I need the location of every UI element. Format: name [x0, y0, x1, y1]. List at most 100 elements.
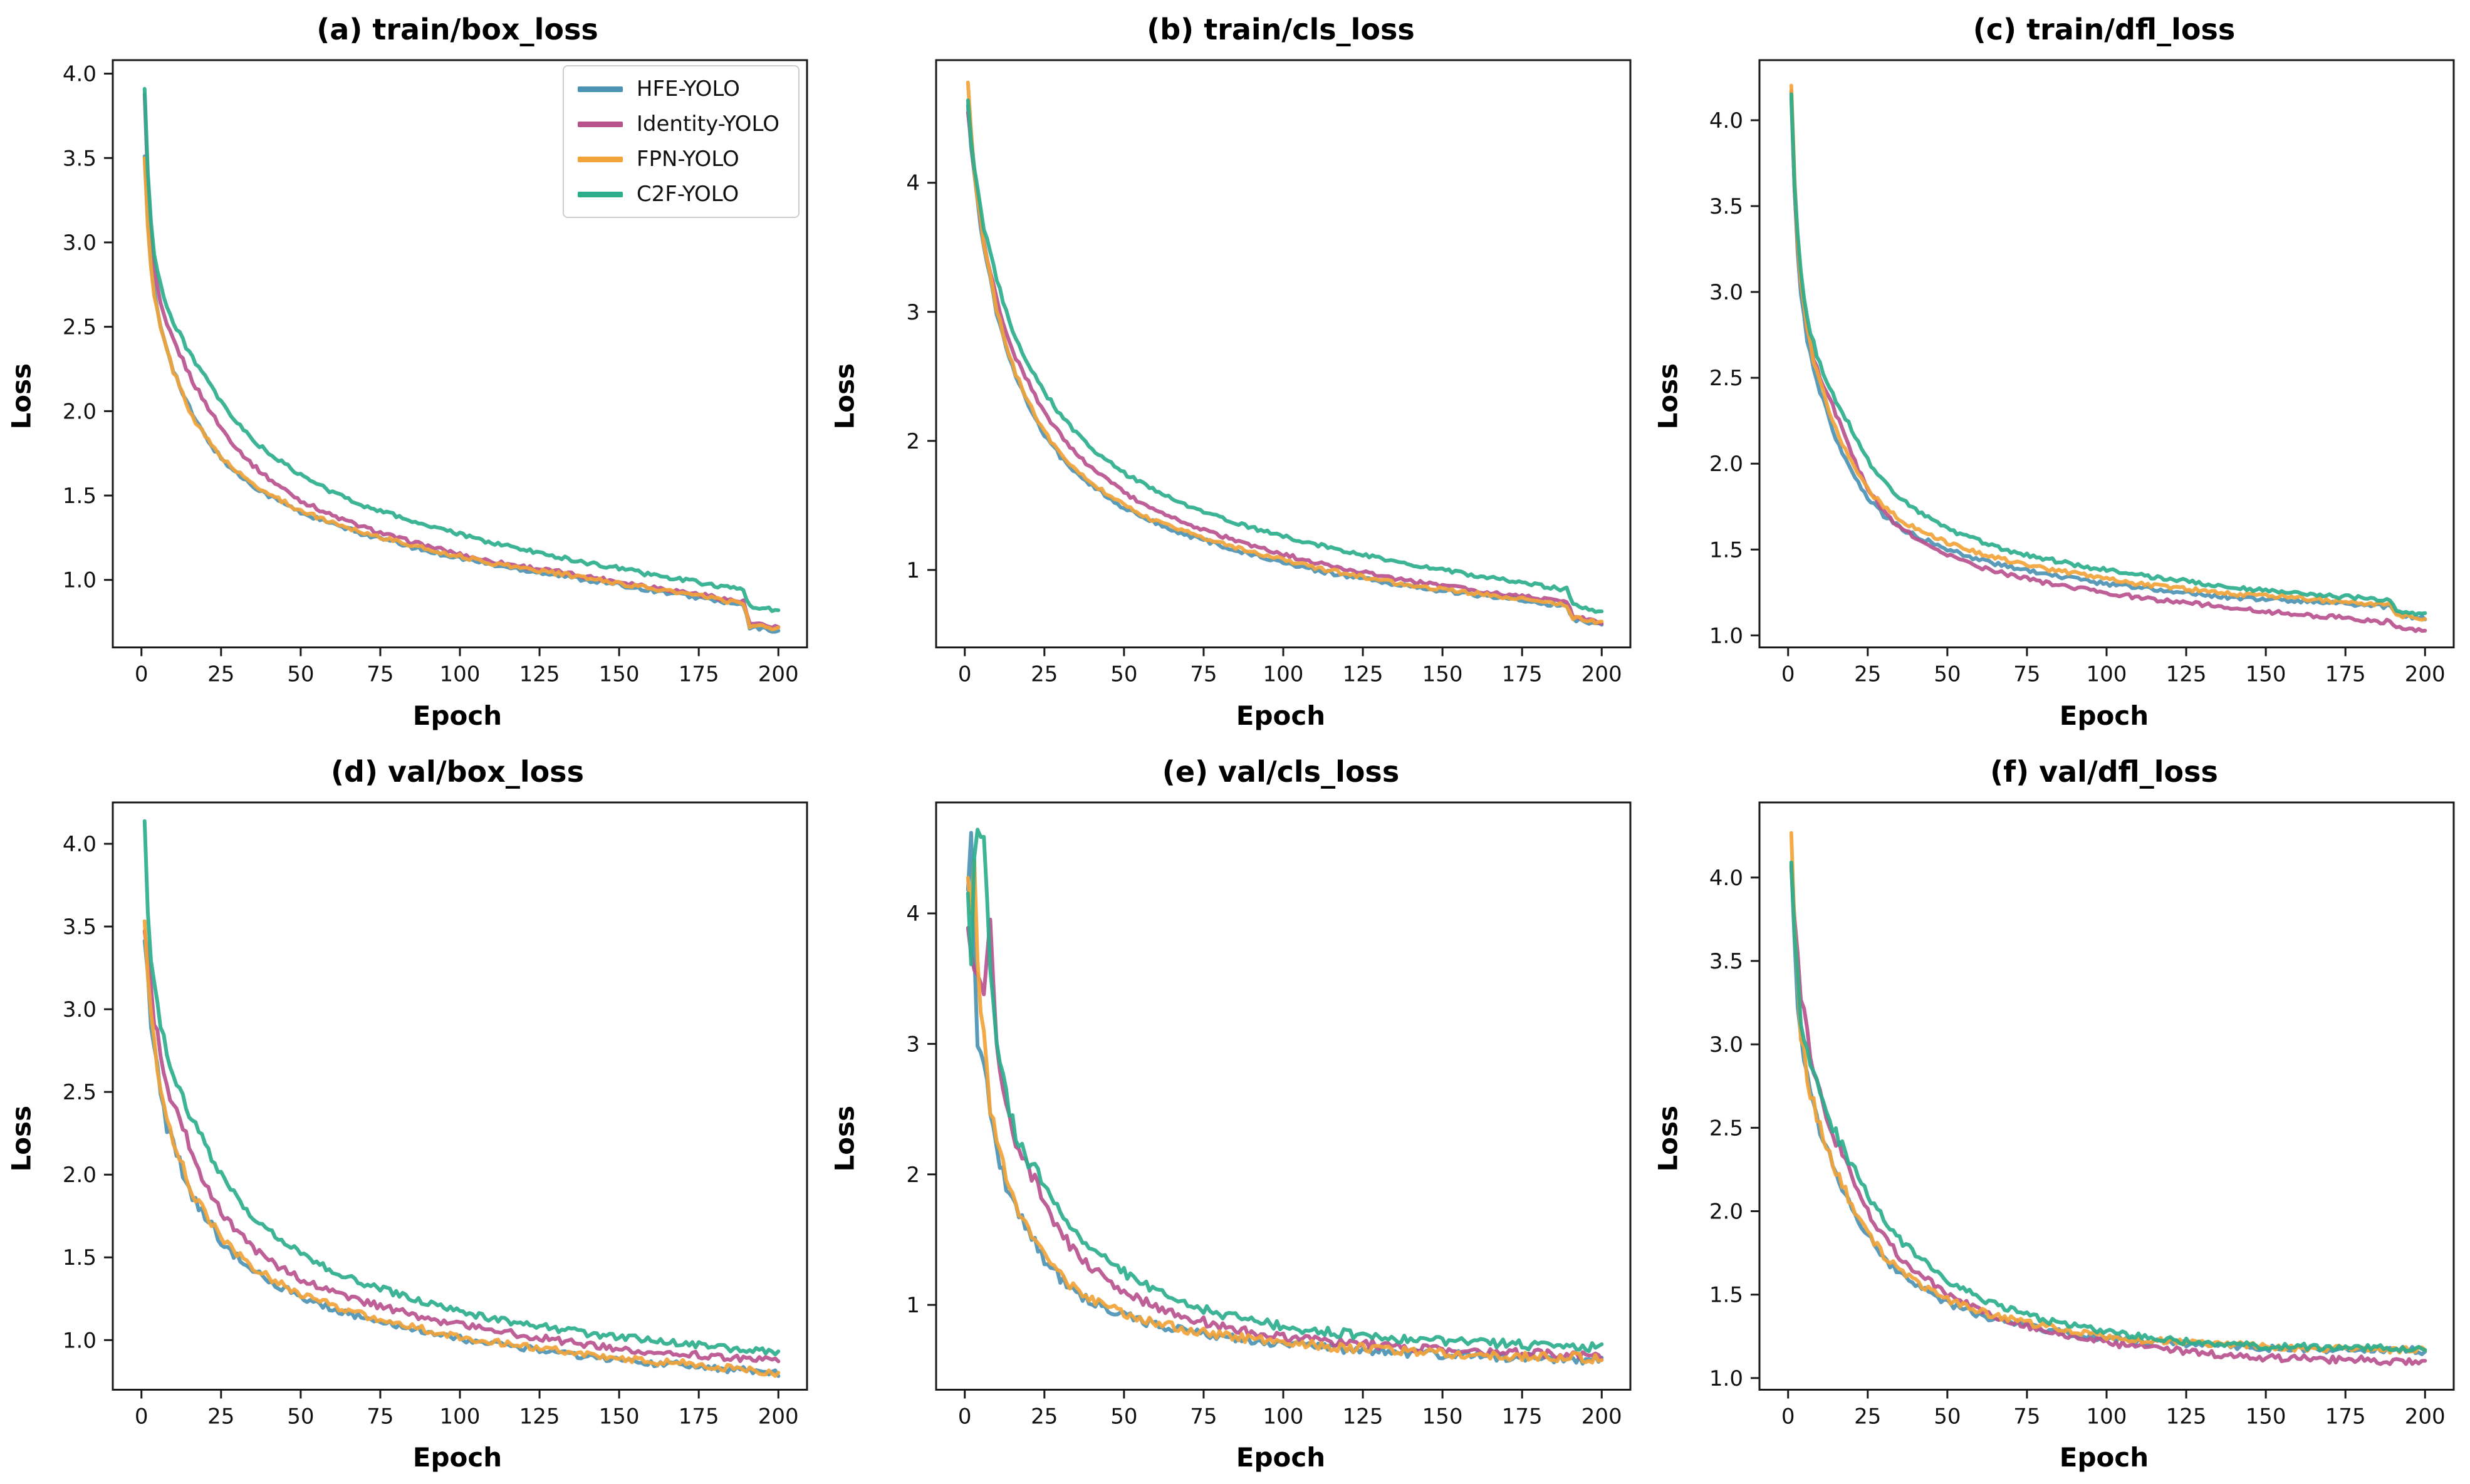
svg-text:1.0: 1.0 [63, 1328, 96, 1353]
loss-curve-plot: 0 25 50 75 100 125 150 175 200 1.0 1.5 2.0 2.5 3.0 3.5… [1709, 59, 2455, 687]
svg-text:3.5: 3.5 [1709, 194, 1743, 219]
legend-line-swatch [577, 86, 623, 92]
svg-text:0: 0 [135, 1404, 149, 1429]
svg-text:0: 0 [958, 662, 972, 687]
svg-text:2.5: 2.5 [63, 315, 96, 340]
svg-text:150: 150 [1422, 662, 1463, 687]
y-axis-label: Loss [829, 1105, 860, 1172]
svg-text:2.0: 2.0 [63, 399, 96, 424]
legend-item-c2f-yolo: C2F-YOLO [577, 182, 779, 207]
svg-text:100: 100 [1263, 662, 1304, 687]
legend-label: Identity-YOLO [636, 112, 779, 137]
svg-text:4.0: 4.0 [63, 832, 96, 857]
svg-text:25: 25 [1031, 662, 1058, 687]
legend-label: HFE-YOLO [636, 76, 740, 101]
svg-text:150: 150 [2246, 1404, 2286, 1429]
svg-text:4: 4 [906, 171, 920, 196]
svg-text:1.0: 1.0 [1709, 1366, 1743, 1391]
panel-train-dfl-loss: (c) train/dfl_loss Loss 0 25 50 75 100 125 150… [1647, 0, 2470, 742]
svg-text:75: 75 [2013, 662, 2040, 687]
loss-curve-plot: 0 25 50 75 100 125 150 175 200 1 2 3 4 [906, 801, 1632, 1429]
svg-text:25: 25 [1854, 662, 1881, 687]
panel-val-dfl-loss: (f) val/dfl_loss Loss 0 25 50 75 100 125 150 17… [1647, 742, 2470, 1484]
svg-text:175: 175 [2325, 662, 2366, 687]
svg-text:75: 75 [1190, 1404, 1217, 1429]
svg-text:1.5: 1.5 [1709, 1282, 1743, 1307]
svg-text:3.5: 3.5 [1709, 949, 1743, 974]
legend-line-swatch [577, 121, 623, 127]
y-axis-label: Loss [1652, 363, 1684, 430]
svg-text:175: 175 [1502, 662, 1543, 687]
svg-text:2.5: 2.5 [63, 1080, 96, 1105]
svg-text:3.5: 3.5 [63, 146, 96, 171]
svg-text:0: 0 [1781, 1404, 1795, 1429]
panel-train-box-loss: (a) train/box_loss Loss 0 25 50 75 100 125 150… [0, 0, 823, 742]
svg-text:100: 100 [1263, 1404, 1304, 1429]
svg-text:3.0: 3.0 [63, 997, 96, 1022]
svg-text:3.0: 3.0 [63, 231, 96, 256]
svg-text:3: 3 [906, 1032, 920, 1057]
svg-text:2.0: 2.0 [63, 1163, 96, 1188]
svg-text:100: 100 [440, 662, 481, 687]
svg-text:50: 50 [1110, 662, 1137, 687]
svg-text:25: 25 [1854, 1404, 1881, 1429]
svg-text:200: 200 [1582, 1404, 1622, 1429]
x-axis-label: Epoch [1236, 700, 1326, 731]
svg-text:2.5: 2.5 [1709, 366, 1743, 391]
svg-text:4.0: 4.0 [1709, 108, 1743, 133]
svg-text:150: 150 [599, 662, 640, 687]
svg-text:200: 200 [758, 1404, 799, 1429]
y-axis-label: Loss [6, 1105, 37, 1172]
x-axis-label: Epoch [2059, 700, 2149, 731]
svg-text:75: 75 [367, 1404, 393, 1429]
x-axis-label: Epoch [2059, 1442, 2149, 1473]
svg-text:150: 150 [2246, 662, 2286, 687]
svg-text:125: 125 [519, 1404, 560, 1429]
svg-text:75: 75 [1190, 662, 1217, 687]
svg-text:0: 0 [1781, 662, 1795, 687]
legend: HFE-YOLO Identity-YOLO FPN-YOLO C2F-YOLO [562, 65, 800, 218]
svg-text:125: 125 [1343, 662, 1384, 687]
svg-text:0: 0 [958, 1404, 972, 1429]
svg-text:175: 175 [1502, 1404, 1543, 1429]
svg-text:100: 100 [440, 1404, 481, 1429]
svg-text:2.0: 2.0 [1709, 1199, 1743, 1224]
x-axis-label: Epoch [1236, 1442, 1326, 1473]
y-axis-label: Loss [829, 363, 860, 430]
svg-text:25: 25 [1031, 1404, 1058, 1429]
svg-text:50: 50 [287, 1404, 314, 1429]
svg-text:125: 125 [519, 662, 560, 687]
panel-val-cls-loss: (e) val/cls_loss Loss 0 25 50 75 100 125 150 17… [823, 742, 1647, 1484]
svg-text:4: 4 [906, 901, 920, 926]
loss-curve-plot: 0 25 50 75 100 125 150 175 200 1.0 1.5 2.0 2.5 3.0 3.5… [1709, 801, 2455, 1429]
legend-item-hfe-yolo: HFE-YOLO [577, 76, 779, 101]
svg-text:1: 1 [906, 1293, 920, 1318]
svg-text:200: 200 [2405, 1404, 2446, 1429]
svg-text:4.0: 4.0 [1709, 865, 1743, 890]
panel-title: (f) val/dfl_loss [1990, 754, 2218, 789]
svg-text:100: 100 [2087, 662, 2127, 687]
svg-text:2: 2 [906, 429, 920, 454]
panel-train-cls-loss: (b) train/cls_loss Loss 0 25 50 75 100 125 150… [823, 0, 1647, 742]
svg-text:50: 50 [287, 662, 314, 687]
svg-text:25: 25 [207, 662, 234, 687]
svg-text:3: 3 [906, 300, 920, 325]
svg-text:125: 125 [2166, 662, 2207, 687]
panel-title: (b) train/cls_loss [1147, 13, 1415, 46]
svg-text:150: 150 [599, 1404, 640, 1429]
svg-text:4.0: 4.0 [63, 62, 96, 87]
svg-text:2.5: 2.5 [1709, 1116, 1743, 1141]
svg-text:125: 125 [2166, 1404, 2207, 1429]
svg-text:200: 200 [1582, 662, 1622, 687]
svg-text:175: 175 [679, 662, 719, 687]
svg-text:1.0: 1.0 [63, 568, 96, 593]
panel-title: (d) val/box_loss [331, 754, 584, 789]
legend-label: FPN-YOLO [636, 147, 739, 172]
loss-curve-plot: 0 25 50 75 100 125 150 175 200 1.0 1.5 2.0 2.5 3.0 3.5… [63, 59, 808, 687]
svg-text:175: 175 [2325, 1404, 2366, 1429]
svg-text:1.5: 1.5 [1709, 537, 1743, 563]
svg-text:3.0: 3.0 [1709, 1032, 1743, 1057]
svg-text:1.0: 1.0 [1709, 623, 1743, 648]
svg-text:200: 200 [2405, 662, 2446, 687]
svg-text:200: 200 [758, 662, 799, 687]
